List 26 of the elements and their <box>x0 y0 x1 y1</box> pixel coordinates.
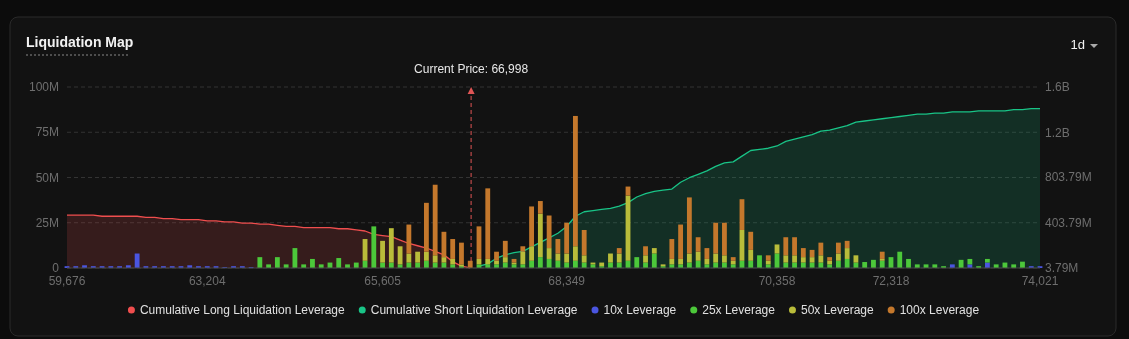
legend-label: 10x Leverage <box>603 303 677 318</box>
legend-label: 25x Leverage <box>702 303 776 318</box>
x-tick-label: 65,605 <box>364 274 402 288</box>
text: Current Price: 66,998 <box>414 62 529 76</box>
y-tick-label: 25M <box>35 215 59 230</box>
y2-tick-label: 1.6B <box>1045 80 1070 95</box>
x-tick-label: 70,358 <box>758 274 796 288</box>
y-tick-label: 0 <box>52 261 60 276</box>
x-tick-label: 63,204 <box>188 274 226 288</box>
x-tick-label: 74,021 <box>1021 274 1059 288</box>
chart-title: Liquidation Map <box>26 34 134 50</box>
y-tick-label: 50M <box>35 170 59 185</box>
x-tick-label: 59,676 <box>48 274 86 288</box>
legend-label: 50x Leverage <box>800 303 875 318</box>
y2-tick-label: 3.79M <box>1045 261 1079 276</box>
legend-label: 100x Leverage <box>899 303 980 318</box>
y2-tick-label: 1.2B <box>1045 125 1070 140</box>
y2-tick-label: 803.79M <box>1045 170 1092 185</box>
text: 1d <box>1070 37 1085 52</box>
legend-label: Cumulative Short Liquidation Leverage <box>370 303 578 318</box>
legend-label: Cumulative Long Liquidation Leverage <box>139 303 346 318</box>
x-tick-label: 68,349 <box>548 274 586 288</box>
y-tick-label: 75M <box>35 125 59 140</box>
x-tick-label: 72,318 <box>872 274 910 288</box>
y-tick-label: 100M <box>28 80 59 95</box>
y2-tick-label: 403.79M <box>1045 215 1092 230</box>
